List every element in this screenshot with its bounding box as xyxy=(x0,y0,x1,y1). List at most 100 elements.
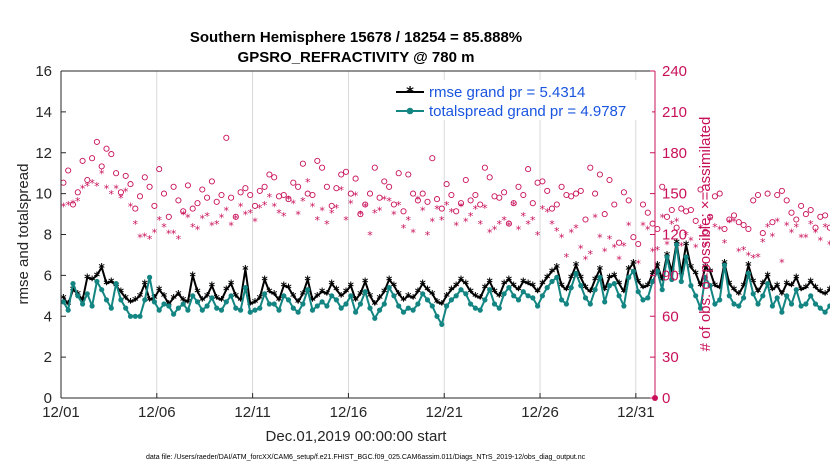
totalspread-point xyxy=(194,299,201,305)
assimilated-obs-point: * xyxy=(444,199,450,212)
totalspread-point xyxy=(726,293,732,299)
assimilated-obs-point: * xyxy=(530,214,536,227)
totalspread-point xyxy=(774,295,780,301)
rmse-point: * xyxy=(496,290,503,304)
assimilated-obs-point: * xyxy=(731,215,737,228)
data-file-footnote: data file: /Users/raeder/DAI/ATM_forcXX/… xyxy=(146,454,586,461)
totalspread-point xyxy=(592,287,598,293)
totalspread-point xyxy=(424,297,431,303)
rmse-point: * xyxy=(621,286,628,300)
assimilated-obs-point: * xyxy=(257,202,263,215)
assimilated-obs-point: * xyxy=(640,220,646,233)
possible-obs-point xyxy=(702,228,709,235)
rmse-point: * xyxy=(276,294,283,308)
totalspread-point xyxy=(281,293,287,299)
totalspread-point xyxy=(525,293,531,299)
rmse-point: * xyxy=(606,271,613,285)
rmse-point: * xyxy=(132,294,139,308)
assimilated-obs-point: * xyxy=(415,194,421,207)
totalspread-point xyxy=(741,295,747,301)
rmse-point: * xyxy=(295,296,302,310)
possible-obs-point xyxy=(414,197,421,204)
totalspread-point xyxy=(305,287,311,293)
y2-tick-label: 60 xyxy=(662,308,679,325)
possible-obs-point xyxy=(778,187,785,194)
assimilated-obs-point: * xyxy=(635,258,641,271)
assimilated-obs-point: * xyxy=(396,199,402,212)
y-axis-label: rmse and totalspread xyxy=(15,164,32,305)
totalspread-point xyxy=(573,270,579,276)
totalspread-point xyxy=(559,297,565,303)
x-tick-label: 12/31 xyxy=(617,404,655,421)
legend-box xyxy=(392,80,652,120)
assimilated-obs-point: * xyxy=(588,248,594,261)
assimilated-obs-point: * xyxy=(65,199,71,212)
totalspread-point xyxy=(827,303,830,309)
rmse-point: * xyxy=(372,298,379,312)
totalspread-point xyxy=(678,278,684,285)
totalspread-point xyxy=(166,303,172,309)
possible-obs-point xyxy=(146,183,153,190)
totalspread-point xyxy=(180,301,186,307)
rmse-point: * xyxy=(223,284,230,298)
totalspread-point xyxy=(448,297,454,303)
y-tick-label: 8 xyxy=(44,227,52,244)
totalspread-point xyxy=(410,307,416,313)
possible-obs-point xyxy=(611,201,618,208)
possible-obs-point xyxy=(501,189,508,196)
rmse-point: * xyxy=(185,296,192,310)
rmse-point: * xyxy=(467,286,474,300)
assimilated-obs-point: * xyxy=(209,220,215,233)
possible-obs-point xyxy=(477,201,484,208)
totalspread-point xyxy=(118,297,124,303)
totalspread-point xyxy=(396,303,402,309)
assimilated-obs-point: * xyxy=(664,239,670,252)
possible-obs-point xyxy=(151,202,158,209)
possible-obs-point xyxy=(601,211,608,218)
assimilated-obs-point: * xyxy=(765,221,771,234)
totalspread-point xyxy=(223,299,229,305)
possible-obs-point xyxy=(687,206,694,214)
rmse-point: * xyxy=(367,290,374,304)
totalspread-point xyxy=(491,301,498,307)
possible-obs-point xyxy=(659,183,666,190)
rmse-point: * xyxy=(769,284,776,298)
totalspread-point xyxy=(367,305,373,311)
totalspread-point xyxy=(247,309,253,315)
assimilated-obs-point: * xyxy=(688,234,694,247)
axis-corner-marker xyxy=(652,395,658,401)
totalspread-point xyxy=(137,313,143,319)
assimilated-obs-point: * xyxy=(200,213,206,226)
totalspread-point xyxy=(80,301,86,307)
assimilated-obs-point: * xyxy=(430,215,436,228)
assimilated-obs-point: * xyxy=(70,198,76,211)
chart-subtitle: GPSRO_REFRACTIVITY @ 780 m xyxy=(238,49,475,66)
rmse-point: * xyxy=(736,288,743,302)
totalspread-point xyxy=(262,291,268,297)
assimilated-obs-point: * xyxy=(228,220,234,233)
assimilated-obs-point: * xyxy=(554,225,560,238)
assimilated-obs-point: * xyxy=(501,214,507,227)
possible-obs-point xyxy=(558,183,565,190)
assimilated-obs-point: * xyxy=(578,243,584,256)
rmse-point: * xyxy=(779,288,786,302)
rmse-point: * xyxy=(329,278,336,292)
assimilated-obs-point: * xyxy=(674,215,680,228)
rmse-point: * xyxy=(520,276,527,290)
possible-obs-point xyxy=(592,190,599,197)
totalspread-point xyxy=(185,307,191,313)
totalspread-point xyxy=(535,303,541,309)
rmse-point: * xyxy=(649,267,656,281)
rmse-point: * xyxy=(156,284,163,298)
totalspread-point xyxy=(199,307,205,313)
assimilated-obs-point: * xyxy=(468,210,474,223)
totalspread-point xyxy=(702,274,708,280)
assimilated-obs-point: * xyxy=(612,241,618,254)
legend-marker-spread xyxy=(406,107,414,115)
possible-obs-point xyxy=(582,216,589,223)
totalspread-point xyxy=(84,291,90,297)
assimilated-obs-point: * xyxy=(521,210,527,223)
totalspread-point xyxy=(788,301,795,307)
totalspread-point xyxy=(731,301,737,307)
possible-obs-point xyxy=(156,166,163,173)
